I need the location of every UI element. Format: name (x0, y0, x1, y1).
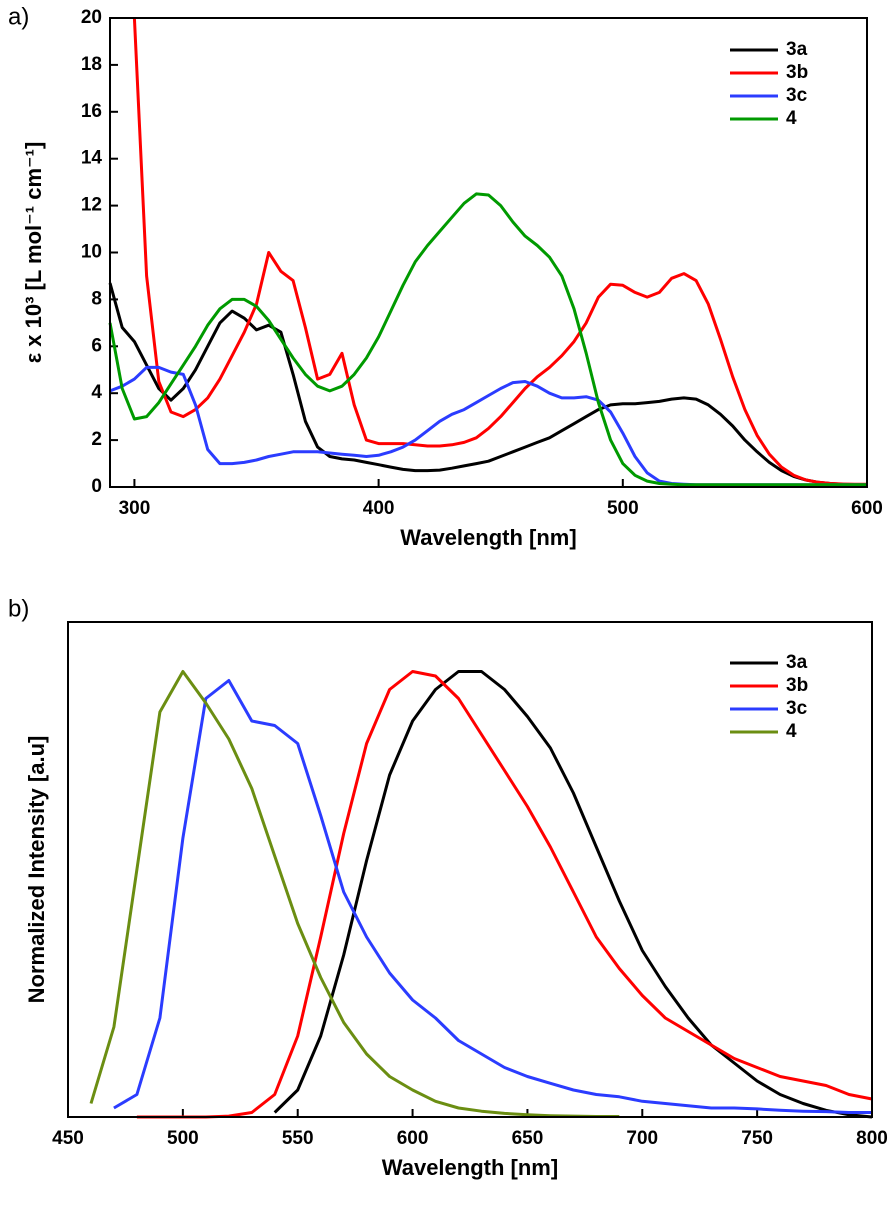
y-tick-label: 10 (81, 242, 102, 263)
plot-frame (109, 17, 868, 488)
legend-label: 4 (786, 721, 797, 742)
legend-label: 3b (786, 62, 808, 83)
x-tick-label: 650 (512, 1128, 544, 1149)
x-tick-label: 600 (397, 1128, 429, 1149)
series-line (273, 670, 873, 1119)
legend-label: 3b (786, 675, 808, 696)
y-tick-label: 20 (81, 7, 102, 28)
y-tick-label: 0 (91, 476, 102, 497)
x-tick-label: 750 (741, 1128, 773, 1149)
panel-label: a) (8, 3, 29, 30)
y-tick-label: 12 (81, 195, 102, 216)
legend-label: 3a (786, 39, 808, 60)
x-tick-label: 700 (626, 1128, 658, 1149)
series-line (113, 679, 872, 1114)
legend-label: 3c (786, 85, 808, 106)
legend-label: 3a (786, 652, 808, 673)
x-tick-label: 800 (856, 1128, 888, 1149)
y-axis-label: Normalized Intensity [a.u] (24, 736, 49, 1004)
y-tick-label: 4 (91, 382, 102, 403)
y-tick-label: 2 (91, 429, 102, 450)
legend-label: 4 (786, 108, 797, 129)
y-tick-label: 14 (81, 148, 103, 169)
series-line (136, 670, 873, 1119)
y-tick-label: 8 (91, 288, 102, 309)
x-axis-label: Wavelength [nm] (382, 1155, 558, 1180)
x-tick-label: 600 (851, 498, 883, 519)
x-axis-label: Wavelength [nm] (400, 525, 576, 550)
y-tick-label: 6 (91, 335, 102, 356)
x-tick-label: 450 (52, 1128, 84, 1149)
x-tick-label: 300 (119, 498, 151, 519)
panel-label: b) (8, 595, 29, 622)
series-line (132, 17, 867, 486)
x-tick-label: 500 (607, 498, 639, 519)
series-line (108, 282, 867, 487)
x-tick-label: 550 (282, 1128, 314, 1149)
y-axis-label: ε x 10³ [L mol⁻¹ cm⁻¹] (21, 142, 46, 364)
legend-label: 3c (786, 698, 808, 719)
x-tick-label: 400 (363, 498, 395, 519)
series-line (108, 192, 867, 487)
y-tick-label: 18 (81, 54, 102, 75)
x-tick-label: 500 (167, 1128, 199, 1149)
y-tick-label: 16 (81, 101, 102, 122)
plot-frame (67, 621, 873, 1118)
series-line (89, 670, 620, 1118)
